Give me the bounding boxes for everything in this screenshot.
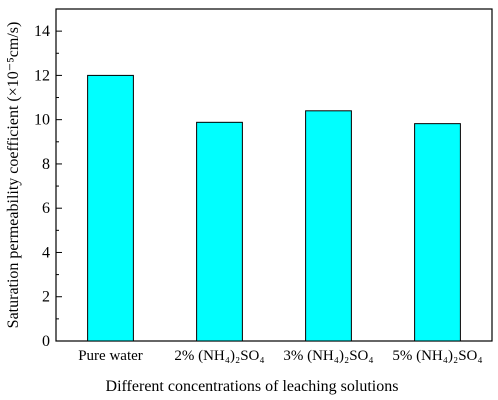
plot-frame [55, 8, 493, 342]
bar-3 [414, 123, 461, 342]
x-tick-label: 3% (NH₄)₂SO₄ [283, 348, 373, 364]
bar-0 [87, 74, 134, 342]
x-tick-label: 2% (NH₄)₂SO₄ [174, 348, 264, 364]
y-tick-label: 12 [34, 67, 50, 84]
y-axis-title: Saturation permeability coefficient (×10… [5, 22, 22, 329]
y-tick-label: 6 [42, 200, 50, 217]
y-tick-label: 10 [34, 112, 50, 129]
y-tick-label: 8 [42, 156, 50, 173]
bar-1 [196, 121, 243, 342]
y-tick-label: 14 [34, 23, 50, 40]
y-tick-label: 2 [42, 289, 50, 306]
y-tick-label: 0 [42, 333, 50, 350]
y-tick-label: 4 [42, 244, 50, 261]
bar-2 [305, 110, 352, 342]
x-axis-title: Different concentrations of leaching sol… [106, 378, 399, 395]
x-tick-label: Pure water [78, 348, 143, 364]
x-tick-label: 5% (NH₄)₂SO₄ [392, 348, 482, 364]
